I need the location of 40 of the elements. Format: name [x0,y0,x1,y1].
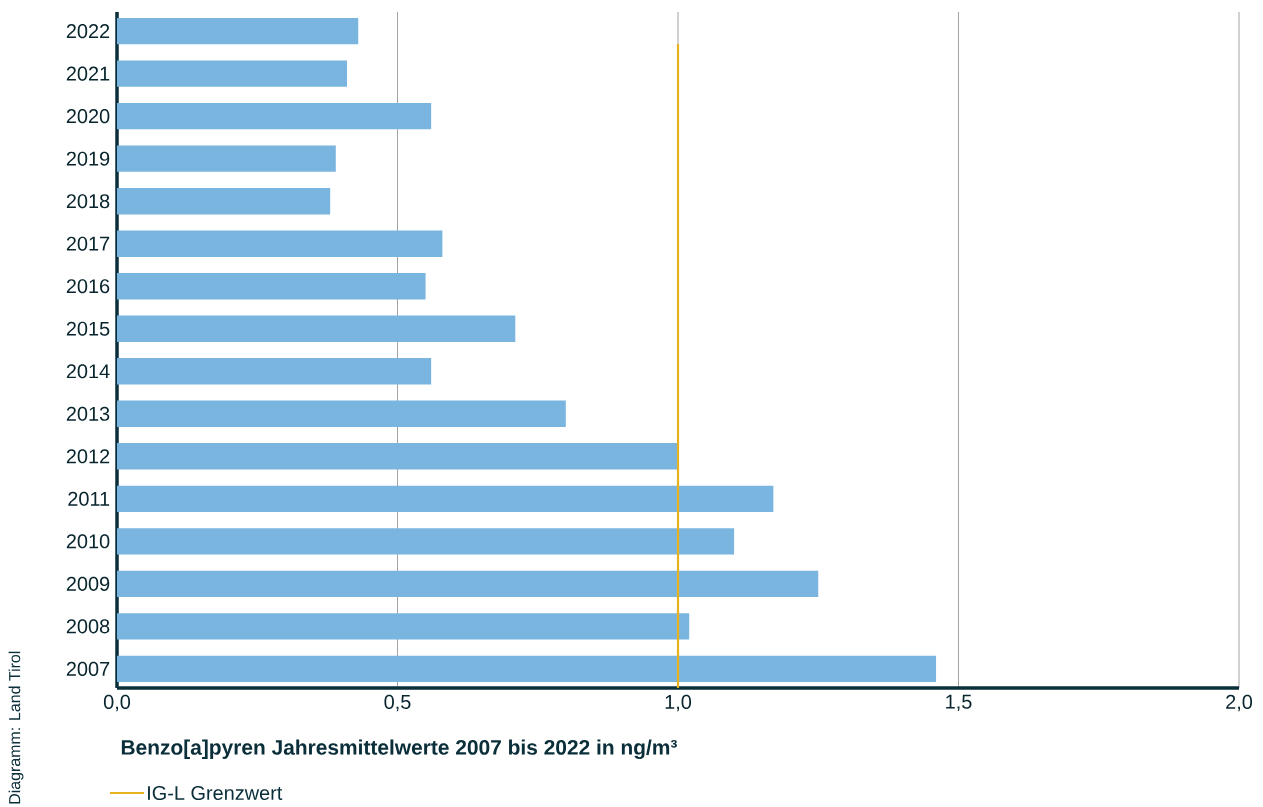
y-tick-label: 2008 [66,619,110,634]
y-tick-label: 2020 [66,109,110,124]
bar [117,17,359,45]
bar [117,358,432,385]
x-tick-label: 1,5 [946,694,972,712]
bar [117,102,432,130]
y-tick-label: 2018 [66,194,110,209]
bar [117,60,348,87]
y-tick-label: 2011 [68,491,110,506]
bar [117,145,336,172]
bar [117,273,426,300]
x-tick-label: 2,0 [1226,694,1253,712]
bar [117,655,937,683]
y-tick-label: 2007 [66,661,110,676]
x-tick-label: 0,0 [103,694,131,712]
bar [117,528,735,555]
y-tick-label: 2017 [66,236,110,251]
bar [117,570,819,598]
y-tick-label: 2012 [66,449,110,464]
y-tick-label: 2022 [66,24,110,39]
x-tick-label: 1,0 [665,694,692,712]
legend-label: IG-L Grenzwert [148,785,283,801]
x-axis-title: Benzo[a]pyren Jahresmittelwerte 2007 bis 2022 in ng/m³ [121,739,677,760]
y-tick-label: 2009 [66,576,110,591]
bar [117,400,566,427]
y-tick-label: 2016 [66,279,110,294]
text: Diagramm: Land Tirol [8,651,24,804]
bar [117,188,331,215]
bar [117,613,690,640]
y-tick-label: 2019 [66,151,110,166]
y-tick-label: 2014 [66,364,110,379]
bar [117,485,774,512]
y-tick-label: 2010 [66,534,110,549]
y-tick-label: 2021 [66,66,110,81]
y-tick-label: 2013 [66,406,110,421]
x-tick-label: 0,5 [384,694,411,712]
y-tick-label: 2015 [66,321,110,336]
bar [117,315,516,342]
bar [117,230,443,257]
bar [117,443,678,470]
